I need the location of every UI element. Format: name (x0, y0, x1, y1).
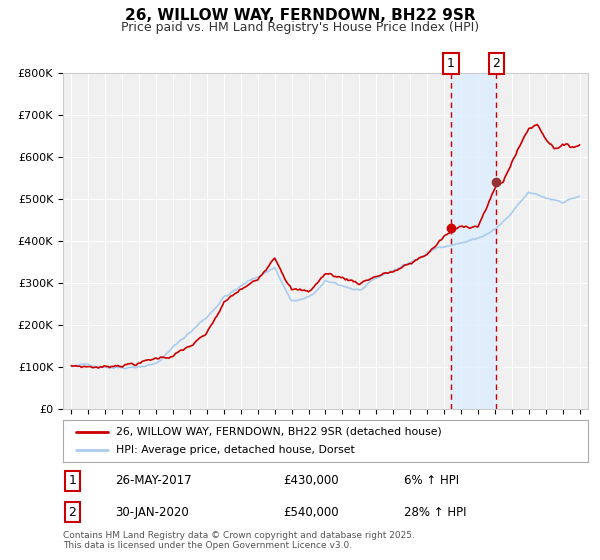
Text: 28% ↑ HPI: 28% ↑ HPI (404, 506, 467, 519)
Text: 2: 2 (68, 506, 76, 519)
Text: 26-MAY-2017: 26-MAY-2017 (115, 474, 192, 487)
Text: 26, WILLOW WAY, FERNDOWN, BH22 9SR: 26, WILLOW WAY, FERNDOWN, BH22 9SR (125, 8, 475, 24)
Text: 2: 2 (492, 57, 500, 70)
Text: £540,000: £540,000 (284, 506, 339, 519)
Text: £430,000: £430,000 (284, 474, 339, 487)
Text: 1: 1 (447, 57, 455, 70)
Text: 30-JAN-2020: 30-JAN-2020 (115, 506, 189, 519)
Text: HPI: Average price, detached house, Dorset: HPI: Average price, detached house, Dors… (115, 445, 354, 455)
Text: Contains HM Land Registry data © Crown copyright and database right 2025.
This d: Contains HM Land Registry data © Crown c… (63, 531, 415, 550)
Text: 6% ↑ HPI: 6% ↑ HPI (404, 474, 460, 487)
Bar (451, 73, 496, 409)
Text: 26, WILLOW WAY, FERNDOWN, BH22 9SR (detached house): 26, WILLOW WAY, FERNDOWN, BH22 9SR (deta… (115, 427, 441, 437)
Text: Price paid vs. HM Land Registry's House Price Index (HPI): Price paid vs. HM Land Registry's House … (121, 21, 479, 34)
Text: 1: 1 (68, 474, 76, 487)
